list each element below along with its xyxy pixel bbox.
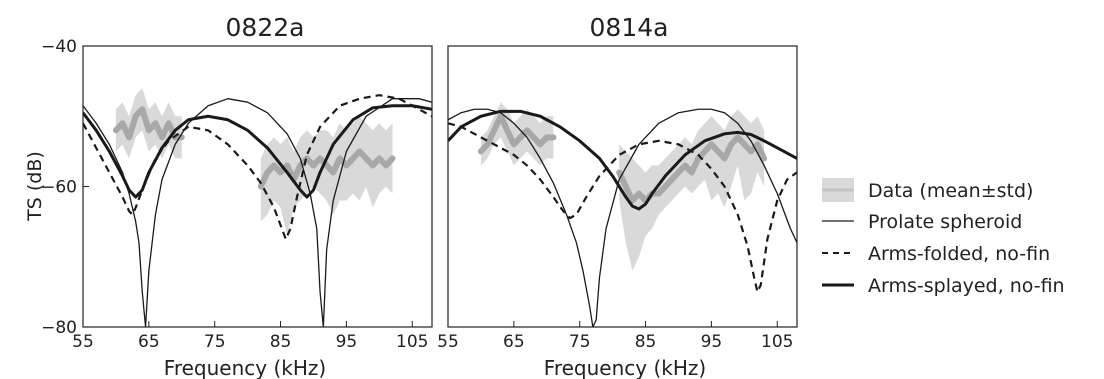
y-tick-label: −40 — [41, 37, 77, 57]
x-tick-label: 105 — [761, 332, 793, 352]
x-tick-label: 75 — [204, 332, 226, 352]
x-tick-label: 85 — [270, 332, 292, 352]
data-mean-line — [477, 113, 557, 155]
plot-area — [448, 102, 797, 327]
x-tick-label: 85 — [635, 332, 657, 352]
x-tick-label: 105 — [396, 332, 428, 352]
data-mean-line — [257, 148, 396, 190]
x-axis-label-right: Frequency (kHz) — [544, 356, 706, 379]
data-std-band — [260, 116, 393, 236]
series-line-dashed — [83, 94, 432, 241]
x-tick-label: 55 — [437, 332, 459, 352]
x-axis-label-left: Frequency (kHz) — [164, 356, 326, 379]
legend-label-prolate: Prolate spheroid — [868, 211, 1022, 233]
x-tick-label: 55 — [72, 332, 94, 352]
legend-label-splayed: Arms-splayed, no-fin — [868, 275, 1065, 297]
data-mean-line — [112, 106, 185, 141]
panel-right: 0814a Frequency (kHz) 55 65 75 85 95 105 — [437, 13, 798, 379]
x-tick-label: 65 — [138, 332, 160, 352]
x-tick-label: 95 — [336, 332, 358, 352]
panel-title-left: 0822a — [226, 13, 305, 42]
series-line-thick — [448, 109, 797, 211]
legend: Data (mean±std) Prolate spheroid Arms-fo… — [822, 178, 1065, 297]
y-axis-label: TS (dB) — [24, 151, 46, 222]
x-tick-label: 95 — [701, 332, 723, 352]
data-mean-line — [616, 134, 768, 204]
panel-title-right: 0814a — [590, 13, 669, 42]
y-tick-label: −80 — [41, 318, 77, 338]
panel-left: 0822a TS (dB) Frequency (kHz) 55 65 75 85 95… — [24, 13, 433, 379]
legend-label-folded: Arms-folded, no-fin — [868, 243, 1050, 265]
x-tick-label: 75 — [569, 332, 591, 352]
legend-label-data: Data (mean±std) — [868, 180, 1033, 202]
plot-area — [83, 88, 432, 327]
y-tick-label: −60 — [41, 178, 77, 198]
plot-frame — [447, 45, 798, 328]
series-line-thin — [83, 98, 432, 327]
series-line-thin — [448, 108, 797, 327]
series-line-thick — [83, 104, 432, 199]
x-tick-label: 65 — [503, 332, 525, 352]
